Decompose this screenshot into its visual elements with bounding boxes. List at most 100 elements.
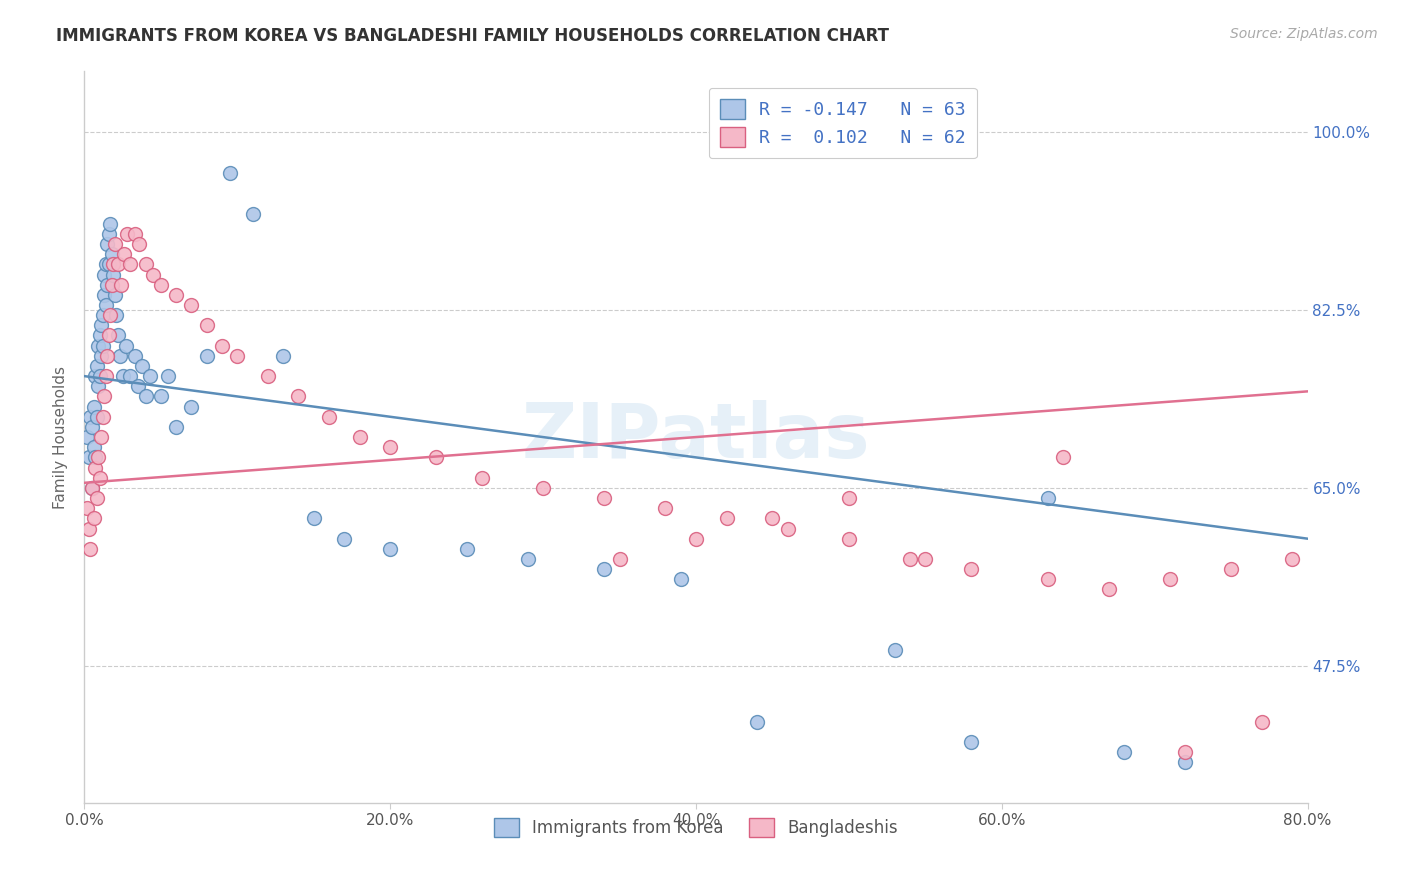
Point — [89, 369, 111, 384]
Point — [1174, 755, 1197, 769]
Point — [318, 409, 340, 424]
Point — [333, 532, 356, 546]
Point — [149, 389, 172, 403]
Point — [87, 379, 110, 393]
Point — [124, 349, 146, 363]
Point — [165, 288, 187, 302]
Point — [302, 511, 325, 525]
Point — [960, 562, 983, 576]
Point — [669, 572, 692, 586]
Point — [87, 450, 110, 465]
Point — [98, 308, 121, 322]
Point — [89, 471, 111, 485]
Point — [914, 552, 936, 566]
Point — [96, 237, 118, 252]
Point — [128, 237, 150, 252]
Point — [716, 511, 738, 525]
Point — [747, 714, 769, 729]
Point — [89, 328, 111, 343]
Point — [84, 450, 107, 465]
Y-axis label: Family Households: Family Households — [53, 366, 69, 508]
Point — [93, 288, 115, 302]
Point — [226, 349, 249, 363]
Point — [83, 400, 105, 414]
Point — [110, 277, 132, 292]
Point — [80, 481, 103, 495]
Point — [83, 440, 105, 454]
Point — [114, 338, 136, 352]
Point — [776, 522, 799, 536]
Point — [94, 298, 117, 312]
Point — [1114, 745, 1136, 759]
Point — [101, 247, 124, 261]
Point — [127, 379, 149, 393]
Point — [96, 349, 118, 363]
Point — [211, 338, 233, 352]
Point — [107, 257, 129, 271]
Point — [91, 338, 114, 352]
Point — [654, 501, 676, 516]
Point — [84, 369, 107, 384]
Point — [80, 481, 103, 495]
Point — [79, 409, 101, 424]
Text: ZIPatlas: ZIPatlas — [522, 401, 870, 474]
Point — [115, 227, 138, 241]
Point — [456, 541, 478, 556]
Point — [471, 471, 494, 485]
Point — [1174, 745, 1197, 759]
Point — [883, 643, 905, 657]
Point — [108, 349, 131, 363]
Point — [97, 328, 120, 343]
Point — [104, 237, 127, 252]
Point — [90, 349, 112, 363]
Point — [86, 409, 108, 424]
Point — [77, 522, 100, 536]
Point — [120, 257, 142, 271]
Point — [516, 552, 538, 566]
Point — [1250, 714, 1272, 729]
Point — [98, 217, 121, 231]
Point — [93, 389, 115, 403]
Point — [104, 288, 127, 302]
Point — [112, 247, 135, 261]
Point — [960, 735, 983, 749]
Point — [124, 227, 146, 241]
Text: Source: ZipAtlas.com: Source: ZipAtlas.com — [1230, 27, 1378, 41]
Point — [96, 277, 118, 292]
Point — [1159, 572, 1181, 586]
Point — [838, 491, 860, 505]
Point — [79, 541, 101, 556]
Point — [685, 532, 707, 546]
Point — [165, 420, 187, 434]
Point — [135, 257, 157, 271]
Point — [76, 501, 98, 516]
Point — [135, 389, 157, 403]
Point — [1281, 552, 1303, 566]
Point — [93, 268, 115, 282]
Point — [86, 359, 108, 373]
Point — [80, 420, 103, 434]
Point — [142, 268, 165, 282]
Point — [1052, 450, 1074, 465]
Point — [195, 318, 218, 333]
Point — [105, 308, 128, 322]
Point — [91, 308, 114, 322]
Point — [593, 562, 616, 576]
Point — [131, 359, 153, 373]
Point — [242, 206, 264, 220]
Point — [609, 552, 631, 566]
Point — [107, 328, 129, 343]
Point — [90, 318, 112, 333]
Point — [149, 277, 172, 292]
Point — [91, 409, 114, 424]
Point — [180, 400, 202, 414]
Point — [180, 298, 202, 312]
Point — [87, 338, 110, 352]
Point — [898, 552, 921, 566]
Point — [139, 369, 162, 384]
Point — [97, 227, 120, 241]
Point — [103, 268, 125, 282]
Legend: Immigrants from Korea, Bangladeshis: Immigrants from Korea, Bangladeshis — [485, 810, 907, 846]
Point — [97, 257, 120, 271]
Point — [103, 257, 125, 271]
